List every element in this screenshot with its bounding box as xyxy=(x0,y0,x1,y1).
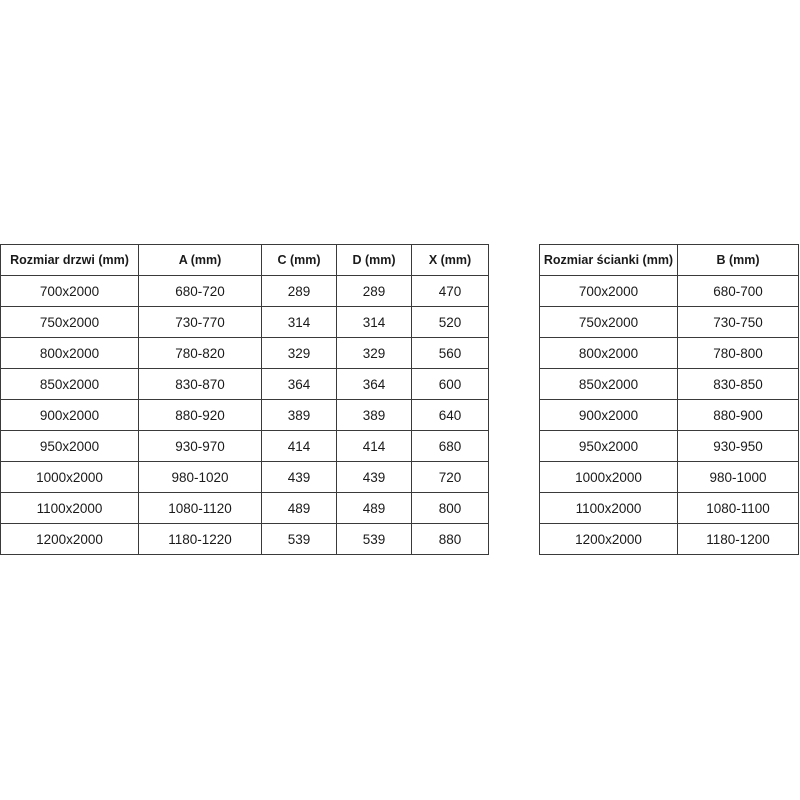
table-cell: 439 xyxy=(336,461,412,493)
table-cell: 389 xyxy=(261,399,337,431)
table-row: 750x2000 730-750 xyxy=(539,306,799,338)
table-row: 850x2000 830-850 xyxy=(539,368,799,400)
table-cell: 800 xyxy=(411,492,489,524)
wall-size-table: Rozmiar ścianki (mm) B (mm) 700x2000 680-70… xyxy=(539,244,799,555)
table-cell: 880-920 xyxy=(138,399,262,431)
table-cell: 680-720 xyxy=(138,275,262,307)
table-cell: 600 xyxy=(411,368,489,400)
table-header-row: Rozmiar ścianki (mm) B (mm) xyxy=(539,244,799,276)
table-header-row: Rozmiar drzwi (mm) A (mm) C (mm) D (mm) X (m… xyxy=(0,244,489,276)
column-header: X (mm) xyxy=(411,244,489,276)
table-cell: 900x2000 xyxy=(0,399,139,431)
table-row: 850x2000 830-870 364 364 600 xyxy=(0,368,489,400)
column-header: A (mm) xyxy=(138,244,262,276)
table-cell: 1180-1220 xyxy=(138,523,262,555)
table-cell: 680-700 xyxy=(677,275,799,307)
table-cell: 980-1000 xyxy=(677,461,799,493)
column-header: B (mm) xyxy=(677,244,799,276)
table-row: 1200x2000 1180-1220 539 539 880 xyxy=(0,523,489,555)
table-cell: 489 xyxy=(336,492,412,524)
table-row: 1000x2000 980-1020 439 439 720 xyxy=(0,461,489,493)
table-row: 1100x2000 1080-1120 489 489 800 xyxy=(0,492,489,524)
table-cell: 780-800 xyxy=(677,337,799,369)
table-cell: 560 xyxy=(411,337,489,369)
table-row: 800x2000 780-800 xyxy=(539,337,799,369)
table-cell: 750x2000 xyxy=(0,306,139,338)
table-cell: 700x2000 xyxy=(539,275,678,307)
table-cell: 680 xyxy=(411,430,489,462)
table-row: 1200x2000 1180-1200 xyxy=(539,523,799,555)
table-cell: 930-970 xyxy=(138,430,262,462)
table-cell: 1000x2000 xyxy=(0,461,139,493)
table-cell: 489 xyxy=(261,492,337,524)
table-cell: 640 xyxy=(411,399,489,431)
table-row: 700x2000 680-720 289 289 470 xyxy=(0,275,489,307)
table-row: 1000x2000 980-1000 xyxy=(539,461,799,493)
table-cell: 329 xyxy=(261,337,337,369)
table-cell: 750x2000 xyxy=(539,306,678,338)
column-header: D (mm) xyxy=(336,244,412,276)
table-cell: 1180-1200 xyxy=(677,523,799,555)
table-cell: 414 xyxy=(336,430,412,462)
table-cell: 389 xyxy=(336,399,412,431)
table-row: 750x2000 730-770 314 314 520 xyxy=(0,306,489,338)
table-cell: 539 xyxy=(261,523,337,555)
table-cell: 1100x2000 xyxy=(539,492,678,524)
table-cell: 950x2000 xyxy=(0,430,139,462)
table-cell: 900x2000 xyxy=(539,399,678,431)
table-row: 900x2000 880-900 xyxy=(539,399,799,431)
table-cell: 850x2000 xyxy=(539,368,678,400)
table-cell: 1080-1100 xyxy=(677,492,799,524)
table-row: 950x2000 930-970 414 414 680 xyxy=(0,430,489,462)
table-cell: 289 xyxy=(261,275,337,307)
table-row: 700x2000 680-700 xyxy=(539,275,799,307)
table-cell: 730-770 xyxy=(138,306,262,338)
table-cell: 329 xyxy=(336,337,412,369)
table-cell: 539 xyxy=(336,523,412,555)
table-row: 1100x2000 1080-1100 xyxy=(539,492,799,524)
table-cell: 364 xyxy=(261,368,337,400)
table-cell: 700x2000 xyxy=(0,275,139,307)
table-cell: 780-820 xyxy=(138,337,262,369)
table-cell: 950x2000 xyxy=(539,430,678,462)
table-cell: 830-850 xyxy=(677,368,799,400)
table-cell: 880-900 xyxy=(677,399,799,431)
table-cell: 414 xyxy=(261,430,337,462)
table-row: 900x2000 880-920 389 389 640 xyxy=(0,399,489,431)
table-cell: 730-750 xyxy=(677,306,799,338)
table-cell: 289 xyxy=(336,275,412,307)
table-cell: 800x2000 xyxy=(539,337,678,369)
table-cell: 1200x2000 xyxy=(539,523,678,555)
table-cell: 720 xyxy=(411,461,489,493)
table-cell: 980-1020 xyxy=(138,461,262,493)
column-header: Rozmiar ścianki (mm) xyxy=(539,244,678,276)
table-cell: 520 xyxy=(411,306,489,338)
table-cell: 364 xyxy=(336,368,412,400)
table-cell: 930-950 xyxy=(677,430,799,462)
table-cell: 470 xyxy=(411,275,489,307)
table-cell: 830-870 xyxy=(138,368,262,400)
table-cell: 1000x2000 xyxy=(539,461,678,493)
table-cell: 1080-1120 xyxy=(138,492,262,524)
table-cell: 800x2000 xyxy=(0,337,139,369)
table-cell: 850x2000 xyxy=(0,368,139,400)
table-cell: 314 xyxy=(261,306,337,338)
column-header: Rozmiar drzwi (mm) xyxy=(0,244,139,276)
table-cell: 314 xyxy=(336,306,412,338)
door-size-table: Rozmiar drzwi (mm) A (mm) C (mm) D (mm) X (m… xyxy=(0,244,489,555)
table-cell: 880 xyxy=(411,523,489,555)
table-cell: 1100x2000 xyxy=(0,492,139,524)
column-header: C (mm) xyxy=(261,244,337,276)
table-cell: 439 xyxy=(261,461,337,493)
table-row: 800x2000 780-820 329 329 560 xyxy=(0,337,489,369)
table-row: 950x2000 930-950 xyxy=(539,430,799,462)
table-cell: 1200x2000 xyxy=(0,523,139,555)
